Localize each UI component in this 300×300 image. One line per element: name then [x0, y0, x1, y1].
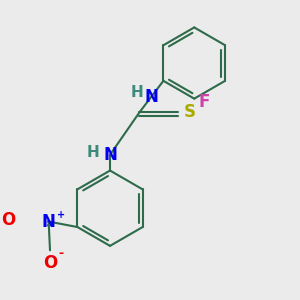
Text: H: H	[86, 145, 99, 160]
Text: O: O	[1, 211, 15, 229]
Text: F: F	[198, 93, 210, 111]
Text: S: S	[183, 103, 195, 121]
Text: N: N	[42, 213, 56, 231]
Text: N: N	[103, 146, 117, 164]
Text: H: H	[130, 85, 143, 100]
Text: -: -	[58, 247, 63, 260]
Text: N: N	[145, 88, 158, 106]
Text: +: +	[57, 210, 65, 220]
Text: O: O	[43, 254, 57, 272]
